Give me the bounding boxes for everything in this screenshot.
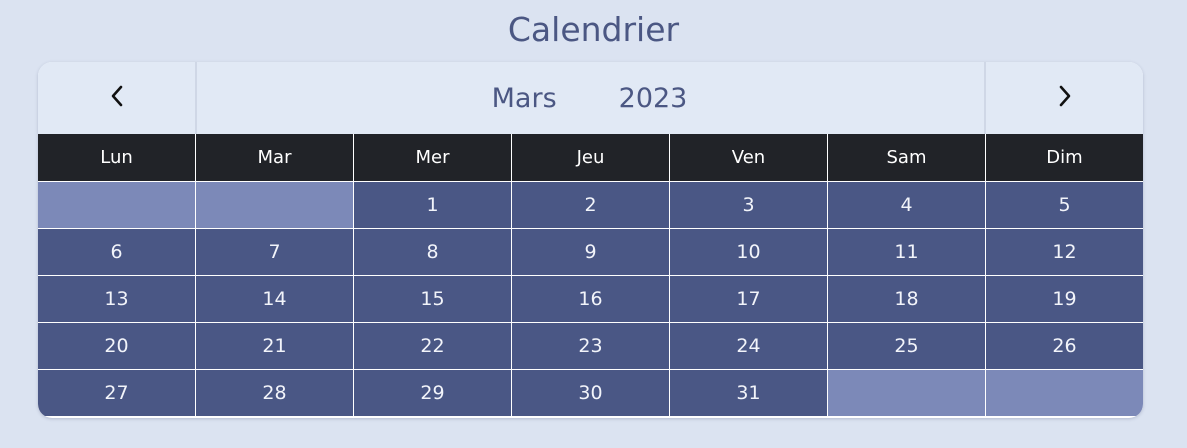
day-cell[interactable]: 28: [196, 370, 353, 416]
day-cell[interactable]: 17: [670, 276, 827, 322]
day-cell[interactable]: 10: [670, 229, 827, 275]
day-cell[interactable]: 21: [196, 323, 353, 369]
day-cell[interactable]: 6: [38, 229, 195, 275]
previous-month-button[interactable]: [38, 62, 197, 134]
day-cell[interactable]: 4: [828, 182, 985, 228]
weekday-header: Mar: [196, 134, 353, 181]
empty-day-cell: [196, 182, 353, 228]
month-year-display: Mars 2023: [197, 62, 984, 134]
day-cell[interactable]: 15: [354, 276, 511, 322]
day-cell[interactable]: 25: [828, 323, 985, 369]
day-cell[interactable]: 13: [38, 276, 195, 322]
day-cell[interactable]: 7: [196, 229, 353, 275]
day-cell[interactable]: 31: [670, 370, 827, 416]
day-cell[interactable]: 1: [354, 182, 511, 228]
calendar: Mars 2023 Lun Mar Mer Jeu Ven Sam Dim 1 …: [38, 62, 1143, 418]
month-label: Mars: [491, 82, 557, 114]
empty-day-cell: [38, 182, 195, 228]
day-cell[interactable]: 22: [354, 323, 511, 369]
day-cell[interactable]: 12: [986, 229, 1143, 275]
day-cell[interactable]: 16: [512, 276, 669, 322]
day-cell[interactable]: 20: [38, 323, 195, 369]
page-title: Calendrier: [507, 10, 680, 49]
weekday-header: Mer: [354, 134, 511, 181]
day-cell[interactable]: 3: [670, 182, 827, 228]
empty-day-cell: [828, 370, 985, 416]
calendar-grid: Lun Mar Mer Jeu Ven Sam Dim 1 2 3 4 5 6 …: [38, 134, 1143, 416]
day-cell[interactable]: 8: [354, 229, 511, 275]
weekday-header: Ven: [670, 134, 827, 181]
chevron-left-icon: [109, 84, 125, 112]
weekday-header: Lun: [38, 134, 195, 181]
chevron-right-icon: [1057, 84, 1073, 112]
day-cell[interactable]: 23: [512, 323, 669, 369]
weekday-header: Sam: [828, 134, 985, 181]
day-cell[interactable]: 18: [828, 276, 985, 322]
day-cell[interactable]: 30: [512, 370, 669, 416]
day-cell[interactable]: 5: [986, 182, 1143, 228]
day-cell[interactable]: 24: [670, 323, 827, 369]
day-cell[interactable]: 29: [354, 370, 511, 416]
empty-day-cell: [986, 370, 1143, 416]
calendar-header: Mars 2023: [38, 62, 1143, 134]
day-cell[interactable]: 2: [512, 182, 669, 228]
day-cell[interactable]: 9: [512, 229, 669, 275]
next-month-button[interactable]: [984, 62, 1143, 134]
day-cell[interactable]: 19: [986, 276, 1143, 322]
year-label: 2023: [618, 82, 688, 114]
day-cell[interactable]: 27: [38, 370, 195, 416]
weekday-header: Jeu: [512, 134, 669, 181]
day-cell[interactable]: 14: [196, 276, 353, 322]
day-cell[interactable]: 11: [828, 229, 985, 275]
weekday-header: Dim: [986, 134, 1143, 181]
day-cell[interactable]: 26: [986, 323, 1143, 369]
